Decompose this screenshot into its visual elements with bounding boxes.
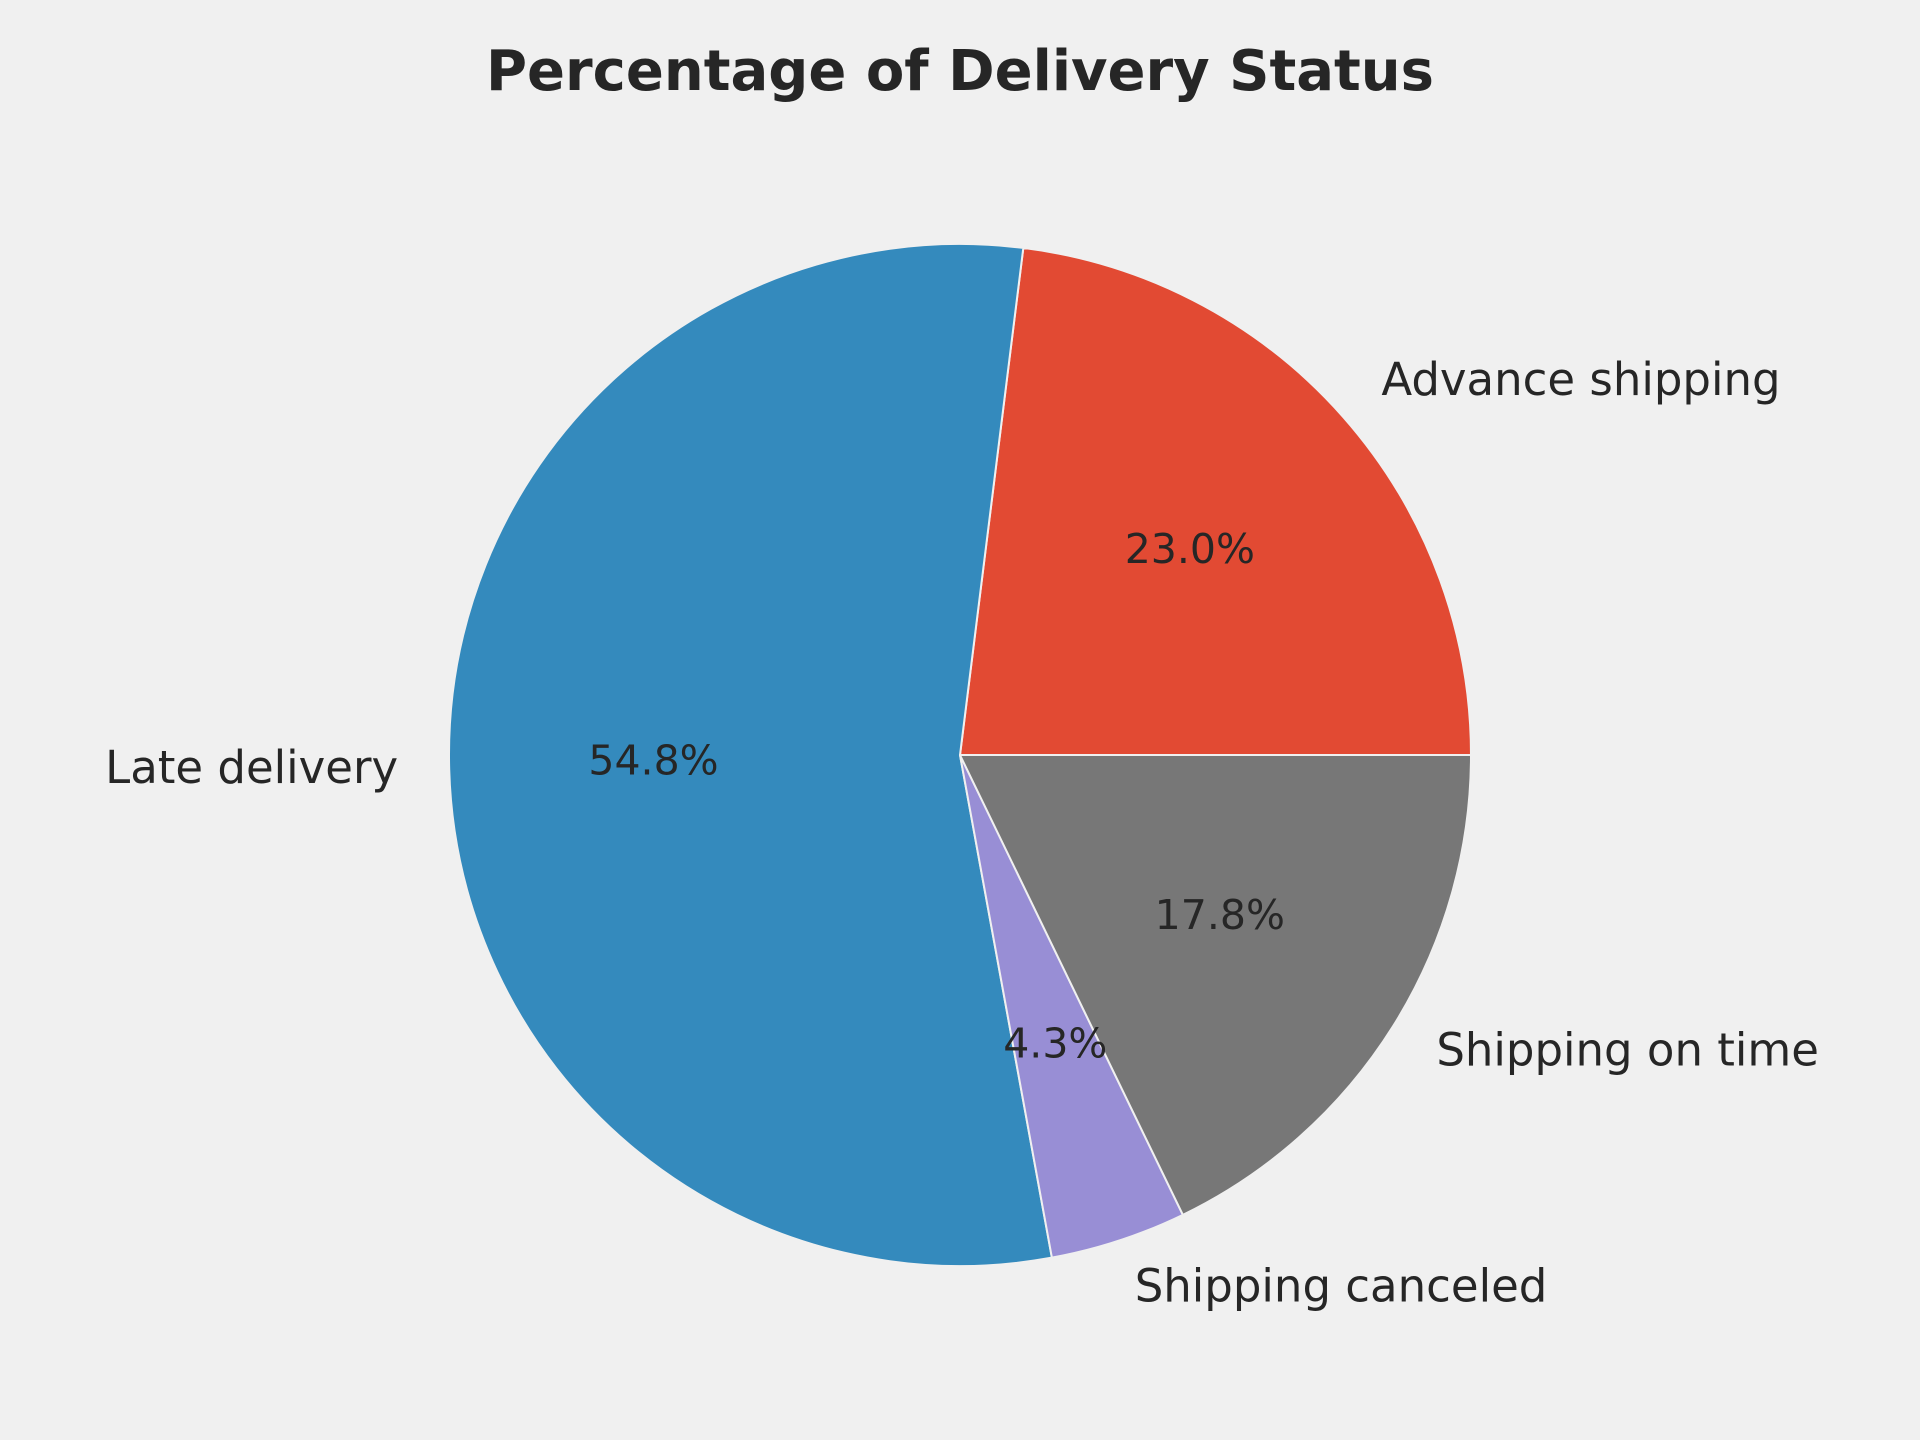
pie-slice-shipping-on-time xyxy=(959,754,1472,1216)
slice-label: Late delivery xyxy=(105,741,398,794)
slice-label: Advance shipping xyxy=(1381,353,1780,406)
chart-title: Percentage of Delivery Status xyxy=(486,39,1434,104)
slice-percentage-label: 4.3% xyxy=(1003,1019,1107,1067)
pie-slice-advance-shipping xyxy=(959,246,1472,756)
pie-slices xyxy=(448,243,1472,1267)
slice-label: Shipping on time xyxy=(1436,1023,1819,1076)
pie-labels: Advance shipping 23.0% Late delivery 54.8% S… xyxy=(105,353,1819,1312)
slice-percentage-label: 23.0% xyxy=(1125,525,1255,573)
pie-slice-late-delivery xyxy=(448,243,1053,1267)
slice-percentage-label: 17.8% xyxy=(1155,891,1285,939)
slice-percentage-label: 54.8% xyxy=(588,737,718,785)
slice-label: Shipping canceled xyxy=(1135,1259,1548,1312)
